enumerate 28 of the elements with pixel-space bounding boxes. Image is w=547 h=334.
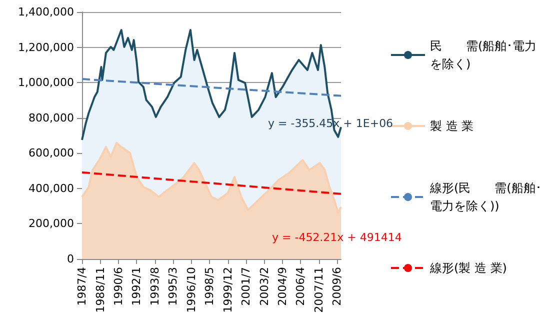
- x-tick-label: 1987/4: [76, 267, 88, 306]
- legend-label: 線形(民 需(船舶･電力を除く)): [429, 181, 542, 213]
- x-tick-label: 1998/5: [203, 267, 216, 306]
- y-tick-label: 800,000: [28, 111, 74, 124]
- legend-label: 製 造 業: [430, 119, 474, 133]
- x-tick-label: 1992/1: [130, 267, 144, 306]
- y-tick-label: 1,000,000: [18, 76, 74, 90]
- legend-label: 民 需(船舶･電力を除く): [430, 39, 537, 71]
- x-tick-label: 1988/11: [94, 267, 107, 313]
- y-tick-label: 1,400,000: [18, 6, 74, 18]
- x-tick-label: 2006/4: [294, 267, 308, 306]
- x-tick-label: 2003/2: [258, 267, 271, 306]
- y-tick-label: 400,000: [28, 182, 74, 195]
- annotation: y = -452.21x + 491414: [272, 231, 402, 244]
- x-tick-label: 1995/3: [166, 267, 180, 306]
- y-tick-label: 200,000: [28, 217, 74, 230]
- x-tick-label: 2001/7: [240, 267, 253, 306]
- y-tick-label: 600,000: [28, 146, 74, 160]
- x-tick-label: 1990/6: [112, 267, 125, 306]
- x-tick-label: 2007/11: [312, 267, 326, 313]
- x-tick-label: 2004/9: [276, 267, 290, 306]
- y-tick-label: 1,200,000: [18, 40, 74, 54]
- legend-label: 線形(製 造 業): [429, 261, 507, 275]
- x-tick-label: 1999/12: [221, 267, 234, 313]
- x-tick-label: 2009/6: [330, 267, 344, 306]
- x-tick-label: 1993/8: [148, 267, 162, 306]
- y-tick-label: 0: [67, 252, 74, 266]
- x-tick-label: 1996/10: [184, 267, 198, 313]
